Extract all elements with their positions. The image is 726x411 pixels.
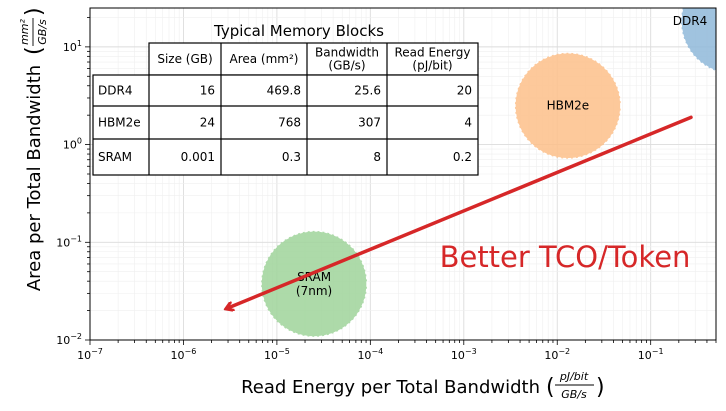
y-axis-title: Area per Total Bandwidth xyxy=(24,65,45,291)
table-header-cell: Bandwidth xyxy=(315,46,379,60)
y-unit-denominator: GB/s xyxy=(36,19,49,45)
x-unit-open-paren: ( xyxy=(546,375,555,400)
table-cell: 307 xyxy=(358,116,381,130)
table-grid xyxy=(92,42,479,176)
trend-arrow xyxy=(227,115,693,308)
y-unit-open-paren: ( xyxy=(22,46,47,55)
table-cells: Size (GB) Area (mm²) Bandwidth(GB/s) Read E… xyxy=(98,46,472,165)
bubble-label: (7nm) xyxy=(296,284,332,298)
table-cell: 0.2 xyxy=(453,150,472,164)
table-header-cell: Area (mm²) xyxy=(230,52,299,66)
x-axis-label: Read Energy per Total Bandwidth ( pJ/bit… xyxy=(241,370,605,401)
table-header-cell: Size (GB) xyxy=(157,52,212,66)
x-tick-label: 10−4 xyxy=(357,347,383,362)
y-tick-label: 100 xyxy=(63,137,82,152)
x-unit-denominator: GB/s xyxy=(561,388,587,401)
bubble-label: SRAM xyxy=(297,270,331,284)
points-layer: DDR4 HBM2e SRAM(7nm) xyxy=(260,8,716,338)
table-cell: 0.001 xyxy=(181,150,215,164)
x-tick-label: 10−7 xyxy=(77,347,103,362)
table-cell: 16 xyxy=(200,84,215,98)
x-tick-label: 10−6 xyxy=(171,347,197,362)
table-cell: 768 xyxy=(278,116,301,130)
y-unit-numerator: mm² xyxy=(18,18,31,44)
x-tick-label: 10−3 xyxy=(451,347,477,362)
x-unit-close-paren: ) xyxy=(596,375,605,400)
table-row-label: DDR4 xyxy=(98,84,132,98)
table-cell: 4 xyxy=(464,116,472,130)
y-axis-label: Area per Total Bandwidth ( mm² GB/s ) xyxy=(18,7,49,291)
table-cell: 24 xyxy=(200,116,215,130)
x-tick-label: 10−1 xyxy=(638,347,664,362)
table-title: Typical Memory Blocks xyxy=(213,22,384,40)
memory-table: Typical Memory Blocks Size (GB) Area (mm²… xyxy=(92,22,479,176)
table-row-label: SRAM xyxy=(98,150,132,164)
ticks-layer: 10−7 10−6 10−5 10−4 10−3 10−2 10−1 10−2 10−1 100 1… xyxy=(56,17,717,362)
bubble-label: HBM2e xyxy=(547,99,590,113)
table-cell: 0.3 xyxy=(282,150,301,164)
table-header-cell: (GB/s) xyxy=(328,59,365,73)
better-tco-annotation: Better TCO/Token xyxy=(440,240,691,274)
table-row-label: HBM2e xyxy=(98,116,141,130)
y-tick-label: 10−2 xyxy=(56,332,82,347)
y-tick-label: 10−1 xyxy=(56,234,82,249)
x-tick-label: 10−2 xyxy=(544,347,570,362)
bubble-ddr4 xyxy=(680,8,716,72)
x-tick-label: 10−5 xyxy=(264,347,290,362)
table-cell: 469.8 xyxy=(267,84,301,98)
bubble-sram xyxy=(260,230,368,338)
table-header-cell: Read Energy xyxy=(395,46,471,60)
y-tick-label: 101 xyxy=(63,39,82,54)
x-axis-title: Read Energy per Total Bandwidth xyxy=(241,377,540,398)
table-cell: 8 xyxy=(373,150,381,164)
bubble-label: DDR4 xyxy=(673,14,707,28)
table-header-box xyxy=(148,42,479,76)
table-cell: 25.6 xyxy=(354,84,381,98)
x-unit-numerator: pJ/bit xyxy=(559,370,589,383)
table-cell: 20 xyxy=(457,84,472,98)
bubble-hbm2e xyxy=(514,51,622,160)
table-header-cell: (pJ/bit) xyxy=(412,59,452,73)
table-body-box xyxy=(92,74,479,176)
y-unit-close-paren: ) xyxy=(22,7,47,16)
